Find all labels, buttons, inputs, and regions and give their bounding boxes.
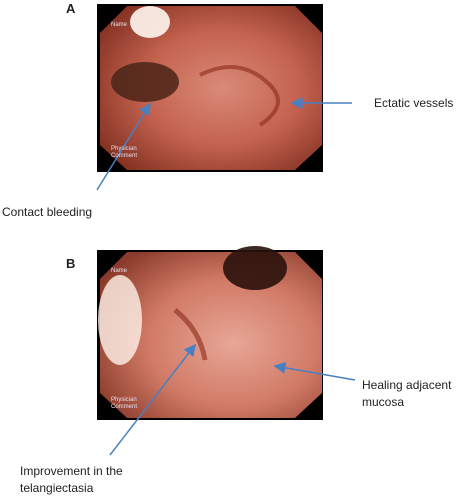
bleeding-area: [111, 62, 179, 102]
vessel: [173, 308, 208, 361]
overlay-text: Name: [111, 268, 128, 274]
vessel: [199, 65, 280, 127]
overlay-text: Physician: [111, 397, 137, 403]
annotation: Contact bleeding: [2, 205, 93, 219]
glare: [98, 275, 142, 365]
panel-label: B: [66, 256, 76, 271]
panel-label: A: [66, 1, 76, 16]
overlay-text: Comment: [111, 153, 138, 159]
overlay-text: Name: [111, 22, 128, 28]
endoscopy-image: [100, 6, 322, 170]
arrow: [273, 361, 356, 381]
overlay-text: Physician: [111, 146, 137, 152]
arrow: [109, 343, 196, 456]
annotation: Healing adjacent mucosa: [362, 378, 452, 409]
lumen: [223, 246, 287, 290]
arrow: [96, 102, 151, 191]
glare: [130, 6, 170, 38]
endoscopy-image: [100, 252, 322, 418]
overlay-text: Comment: [111, 404, 138, 410]
annotation: Improvement in the telangiectasia: [20, 464, 123, 495]
annotation: Ectatic vessels: [374, 96, 454, 110]
